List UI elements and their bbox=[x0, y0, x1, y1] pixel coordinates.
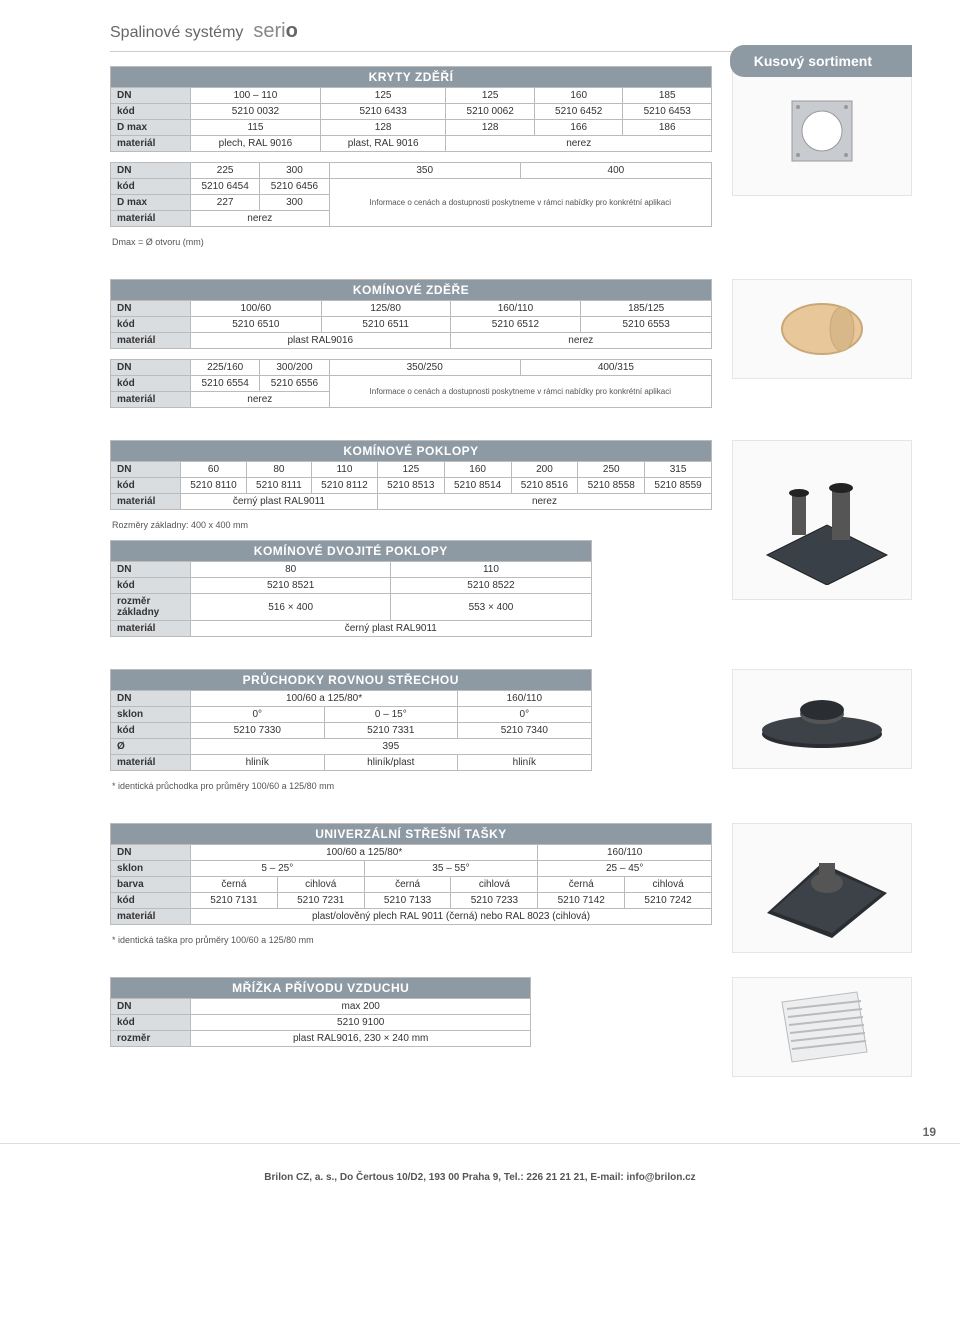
table-kominove-zdere: KOMÍNOVÉ ZDĚŘE DN100/60125/80160/110185/… bbox=[110, 279, 712, 349]
page-header: Spalinové systémy serio bbox=[110, 20, 912, 43]
table-dvojite-poklopy: KOMÍNOVÉ DVOJITÉ POKLOPY DN80110 kód5210… bbox=[110, 540, 592, 637]
table-kryty-zderi-b: DN225300350400 kód5210 64545210 6456Info… bbox=[110, 162, 712, 227]
product-image-mrizka bbox=[732, 977, 912, 1077]
note-pruchodka: * identická průchodka pro průměry 100/60… bbox=[112, 781, 712, 791]
product-image-taska bbox=[732, 823, 912, 953]
product-image-poklopy bbox=[732, 440, 912, 600]
table-pruchodky: PRŮCHODKY ROVNOU STŘECHOU DN100/60 a 125… bbox=[110, 669, 592, 771]
table-kryty-zderi: KRYTY ZDĚŘÍ DN100 – 110125125160185 kód5… bbox=[110, 66, 712, 152]
product-image-zder bbox=[732, 279, 912, 379]
header-title: Spalinové systémy bbox=[110, 24, 243, 42]
product-image-pruchodka bbox=[732, 669, 912, 769]
page-number: 19 bbox=[923, 1125, 936, 1139]
table-tasky: UNIVERZÁLNÍ STŘEŠNÍ TAŠKY DN100/60 a 125… bbox=[110, 823, 712, 925]
product-image-kryt bbox=[732, 66, 912, 196]
header-rule: Kusový sortiment bbox=[110, 51, 912, 52]
table-poklopy: KOMÍNOVÉ POKLOPY DN608011012516020025031… bbox=[110, 440, 712, 510]
note-rozmer: Rozměry základny: 400 x 400 mm bbox=[112, 520, 712, 530]
footer-text: Brilon CZ, a. s., Do Čertous 10/D2, 193 … bbox=[264, 1172, 695, 1183]
table-kominove-zdere-b: DN225/160300/200350/250400/315 kód5210 6… bbox=[110, 359, 712, 408]
table-mrizka: MŘÍŽKA PŘÍVODU VZDUCHU DNmax 200 kód5210… bbox=[110, 977, 531, 1047]
note-dmax: Dmax = Ø otvoru (mm) bbox=[112, 237, 712, 247]
note-taska: * identická taška pro průměry 100/60 a 1… bbox=[112, 935, 712, 945]
footer: Brilon CZ, a. s., Do Čertous 10/D2, 193 … bbox=[0, 1143, 960, 1199]
section-pill: Kusový sortiment bbox=[730, 45, 912, 77]
brand-logo: serio bbox=[253, 20, 297, 43]
